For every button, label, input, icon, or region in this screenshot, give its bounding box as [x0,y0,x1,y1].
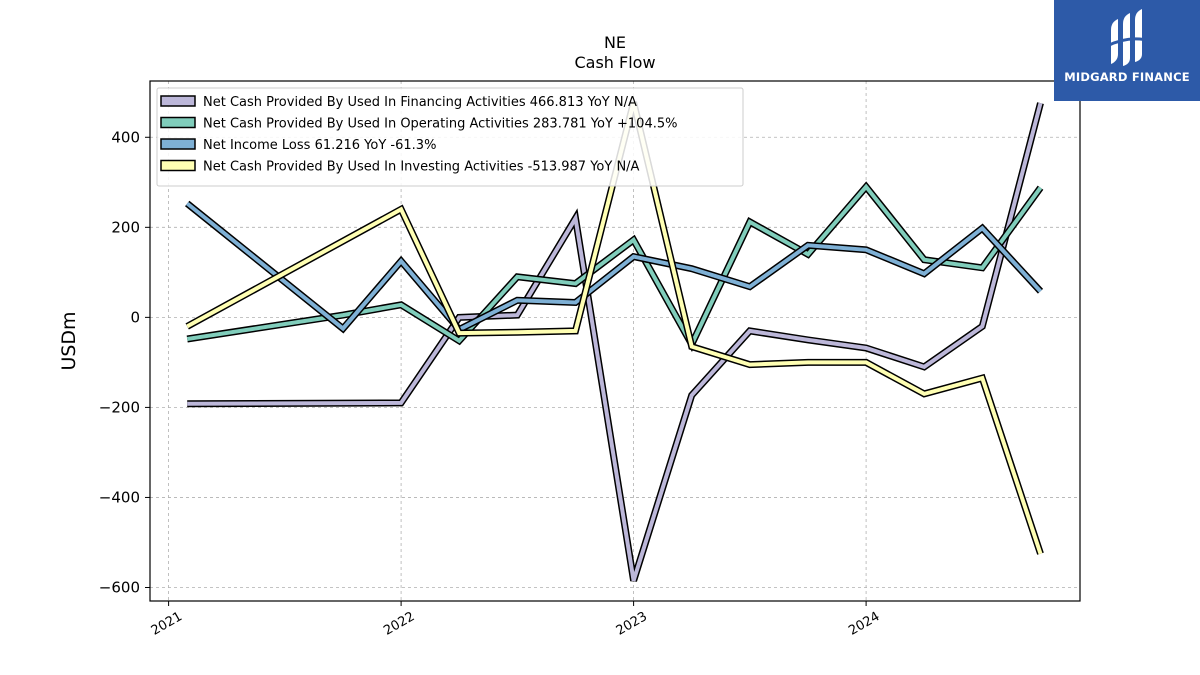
legend-swatch [160,95,196,107]
x-tick-label: 2024 [846,609,882,639]
series-outline-2 [185,200,1044,334]
y-tick-label: 0 [130,308,140,326]
chart-title: NE [604,33,626,52]
x-tick-label: 2023 [614,609,650,639]
brand-name: MIDGARD FINANCE [1064,70,1190,84]
y-tick-label: −200 [99,398,140,416]
legend-entry: Net Cash Provided By Used In Investing A… [203,160,640,175]
legend-box [156,87,744,187]
y-tick-label: 400 [111,128,140,146]
legend-swatch [160,159,196,172]
axis-ticks: −600 −400 −200 0 200 400 2021 2022 2023 2024 [99,128,883,638]
legend-swatch [160,138,196,150]
midgard-logo-icon [1106,9,1148,66]
x-tick-label: 2022 [381,609,417,639]
legend-entry: Net Cash Provided By Used In Financing A… [203,95,637,110]
legend-entry: Net Income Loss 61.216 YoY -61.3% [203,138,436,153]
series-line-2 [185,201,1042,332]
x-tick-label: 2021 [149,609,185,639]
brand-logo: MIDGARD FINANCE [1054,0,1200,101]
chart-subtitle: Cash Flow [574,53,655,72]
series-line-1 [186,183,1043,349]
series-line-0 [187,102,1043,582]
series-line-3 [186,101,1043,555]
legend-swatch [160,116,196,129]
legend: Net Cash Provided By Used In Financing A… [156,87,744,187]
legend-entry: Net Cash Provided By Used In Operating A… [203,117,677,132]
y-axis-label: USDm [58,311,80,370]
series-lines [185,101,1044,582]
y-tick-label: −400 [99,488,140,506]
plot-frame [149,80,1081,602]
y-tick-label: 200 [111,218,140,236]
y-tick-label: −600 [99,578,140,596]
